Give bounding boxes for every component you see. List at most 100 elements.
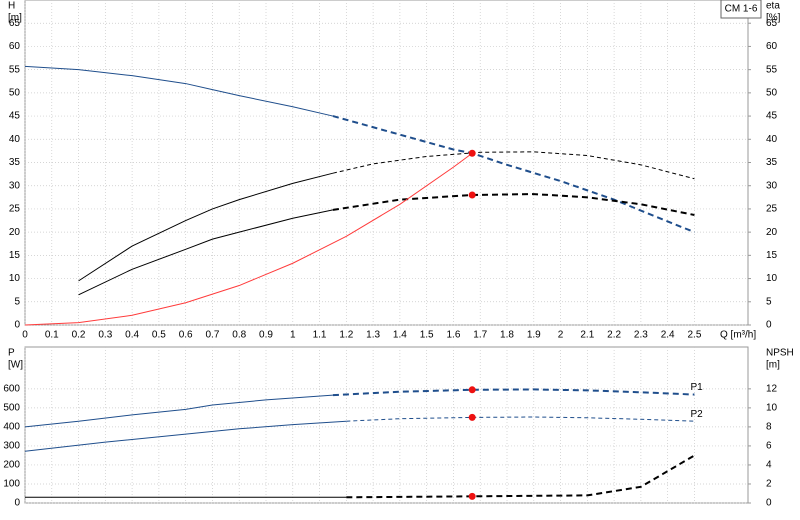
y-tick-label: 45 (9, 111, 21, 122)
y2-tick-label: 12 (766, 383, 778, 394)
x-tick-label: 2.4 (661, 330, 675, 341)
y-tick-label: 20 (9, 227, 21, 238)
y2-tick-label: 30 (766, 180, 778, 191)
curve (24, 394, 333, 428)
x-tick-label: 0.8 (232, 330, 246, 341)
y2-tick-label: 0 (766, 320, 772, 331)
y2-axis-label: [m] (766, 360, 780, 371)
operating-point (468, 149, 476, 157)
y-tick-label: 100 (3, 479, 20, 490)
y2-tick-label: 40 (766, 134, 778, 145)
x-tick-label: 1.2 (339, 330, 353, 341)
y2-tick-label: 8 (766, 422, 772, 433)
y-tick-label: 300 (3, 441, 20, 452)
y-tick-label: 500 (3, 403, 20, 414)
x-tick-label: 1.6 (446, 330, 460, 341)
y-tick-label: 60 (9, 41, 21, 52)
x-tick-label: 0.5 (152, 330, 166, 341)
x-tick-label: 2.1 (580, 330, 594, 341)
y-tick-label: 10 (9, 273, 21, 284)
operating-point (468, 413, 476, 421)
y-tick-label: 50 (9, 87, 21, 98)
y-tick-label: 5 (14, 296, 20, 307)
curve (78, 209, 334, 296)
y-tick-label: 30 (9, 180, 21, 191)
y2-tick-label: 60 (766, 41, 778, 52)
y-tick-label: 25 (9, 204, 21, 215)
operating-point (468, 492, 476, 500)
curve-label: P1 (690, 382, 703, 393)
y-tick-label: 35 (9, 157, 21, 168)
y2-axis-label: NPSH (766, 348, 794, 359)
x-axis-label: Q [m³/h] (720, 330, 756, 341)
y-tick-label: 0 (14, 320, 20, 331)
x-tick-label: 0.7 (205, 330, 219, 341)
y-tick-label: 65 (9, 18, 21, 29)
y2-axis-label: [%] (766, 13, 781, 24)
curve (24, 152, 473, 326)
y-axis-label: P (8, 348, 15, 359)
x-tick-label: 0.6 (179, 330, 193, 341)
x-tick-label: 0.9 (259, 330, 273, 341)
y2-tick-label: 4 (766, 460, 772, 471)
x-tick-label: 1.9 (527, 330, 541, 341)
y-tick-label: 200 (3, 460, 20, 471)
y2-tick-label: 10 (766, 273, 778, 284)
x-tick-label: 2.2 (607, 330, 621, 341)
y2-tick-label: 0 (766, 498, 772, 509)
x-tick-label: 1.3 (366, 330, 380, 341)
x-tick-label: 0.2 (72, 330, 86, 341)
y2-tick-label: 10 (766, 403, 778, 414)
y2-tick-label: 45 (766, 111, 778, 122)
y-tick-label: 15 (9, 250, 21, 261)
x-tick-label: 1.4 (393, 330, 407, 341)
y-tick-label: 0 (14, 498, 20, 509)
title-box (720, 0, 762, 19)
y-axis-label: [m] (8, 13, 22, 24)
curve (78, 172, 334, 282)
y-axis-label: [W] (8, 360, 23, 371)
x-tick-label: 1 (290, 330, 296, 341)
chart-title: CM 1-6 (725, 4, 758, 15)
curve (332, 388, 695, 397)
y-axis-label: H (8, 1, 15, 12)
x-tick-label: 1.7 (473, 330, 487, 341)
y2-tick-label: 2 (766, 479, 772, 490)
x-tick-label: 1.1 (313, 330, 327, 341)
curve (24, 65, 334, 117)
x-tick-label: 2.5 (687, 330, 701, 341)
x-tick-label: 1.5 (420, 330, 434, 341)
y2-tick-label: 50 (766, 87, 778, 98)
x-tick-label: 2.3 (634, 330, 648, 341)
curve (332, 151, 695, 180)
y-tick-label: 600 (3, 383, 20, 394)
y2-tick-label: 65 (766, 18, 778, 29)
curve (332, 115, 695, 234)
y2-tick-label: 35 (766, 157, 778, 168)
operating-point (468, 191, 476, 199)
operating-point (468, 386, 476, 394)
curve (332, 193, 695, 216)
curve (346, 454, 695, 499)
x-tick-label: 1.8 (500, 330, 514, 341)
curve (346, 416, 695, 422)
x-tick-label: 0.1 (45, 330, 59, 341)
y-tick-label: 400 (3, 422, 20, 433)
curve (24, 420, 347, 452)
x-tick-label: 0.3 (98, 330, 112, 341)
x-tick-label: 2 (558, 330, 564, 341)
y2-tick-label: 15 (766, 250, 778, 261)
y-tick-label: 40 (9, 134, 21, 145)
y2-tick-label: 25 (766, 204, 778, 215)
x-tick-label: 0.4 (125, 330, 139, 341)
y2-tick-label: 20 (766, 227, 778, 238)
y2-tick-label: 5 (766, 296, 772, 307)
curve-label: P2 (690, 409, 703, 420)
y2-axis-label: eta (766, 1, 780, 12)
y2-tick-label: 6 (766, 441, 772, 452)
y2-tick-label: 55 (766, 64, 778, 75)
x-tick-label: 0 (22, 330, 28, 341)
y-tick-label: 55 (9, 64, 21, 75)
